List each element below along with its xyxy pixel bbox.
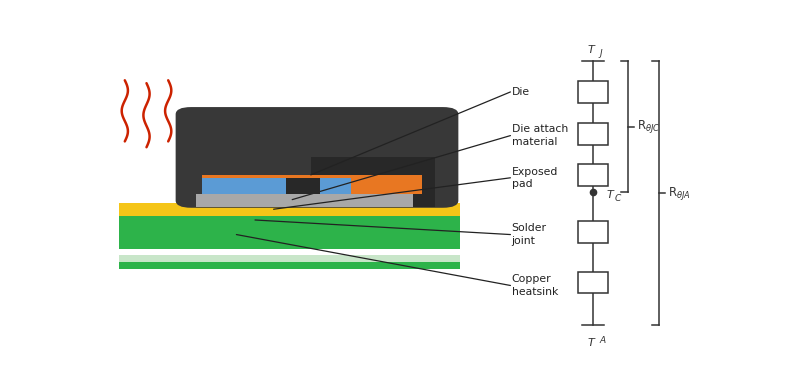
Bar — [196, 194, 413, 207]
Bar — [118, 255, 459, 262]
Bar — [118, 262, 459, 269]
Text: Solder
joint: Solder joint — [512, 223, 546, 246]
Bar — [578, 164, 608, 186]
Text: A: A — [600, 336, 606, 345]
Text: T: T — [588, 45, 594, 55]
FancyBboxPatch shape — [176, 107, 458, 208]
Text: Copper
heatsink: Copper heatsink — [512, 274, 558, 297]
Text: Die: Die — [512, 87, 530, 97]
Bar — [118, 203, 459, 215]
Bar — [118, 214, 459, 249]
Text: T: T — [588, 338, 594, 348]
Text: Die attach
material: Die attach material — [512, 124, 568, 147]
Text: C: C — [614, 194, 621, 203]
Text: T: T — [606, 190, 614, 200]
Bar — [202, 175, 422, 194]
Bar — [578, 221, 608, 243]
Text: R$_{\theta JA}$: R$_{\theta JA}$ — [668, 184, 691, 201]
Bar — [578, 272, 608, 293]
Text: Exposed
pad: Exposed pad — [512, 167, 558, 189]
Text: R$_{\theta JC}$: R$_{\theta JC}$ — [638, 118, 661, 135]
Bar — [286, 178, 320, 194]
Text: J: J — [600, 49, 602, 58]
Bar — [310, 157, 435, 207]
Bar — [578, 81, 608, 103]
Bar — [202, 178, 351, 194]
Bar — [578, 123, 608, 145]
